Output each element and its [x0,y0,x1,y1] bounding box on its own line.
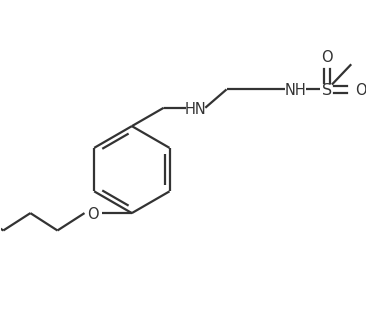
Text: HN: HN [185,102,206,117]
Text: NH: NH [284,83,306,98]
Text: S: S [322,83,332,98]
Text: O: O [355,83,366,98]
Text: O: O [87,207,99,222]
Text: O: O [321,49,333,65]
